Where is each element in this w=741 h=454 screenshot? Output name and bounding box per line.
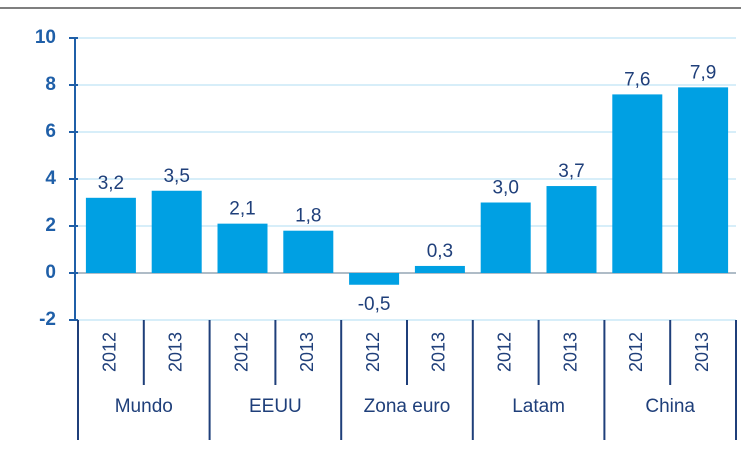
- bar: [678, 87, 729, 273]
- y-tick-label: -2: [39, 309, 56, 330]
- value-label: 3,0: [492, 178, 518, 199]
- x-tick-label: 2013: [692, 332, 712, 372]
- x-tick-label: 2012: [100, 332, 120, 372]
- bar: [414, 265, 465, 273]
- y-tick-label: 4: [45, 168, 56, 189]
- value-label: 3,5: [163, 166, 189, 187]
- y-tick-label: 2: [45, 215, 56, 236]
- bar: [612, 94, 663, 274]
- value-label: 2,1: [229, 199, 255, 220]
- bar: [546, 186, 597, 273]
- y-tick-label: 6: [45, 121, 56, 142]
- bar: [85, 197, 136, 273]
- x-tick-label: 2012: [363, 332, 383, 372]
- x-tick-label: 2012: [494, 332, 514, 372]
- value-label: 1,8: [295, 206, 321, 227]
- group-label: Zona euro: [363, 396, 451, 417]
- x-tick-label: 2013: [165, 332, 185, 372]
- value-label: 0,3: [427, 241, 453, 262]
- x-tick-label: 2012: [626, 332, 646, 372]
- x-tick-label: 2013: [297, 332, 317, 372]
- value-label: 7,6: [624, 69, 650, 90]
- x-tick-label: 2013: [560, 332, 580, 372]
- bar: [480, 202, 531, 273]
- y-tick-label: 0: [45, 262, 56, 283]
- bar: [217, 223, 268, 273]
- value-label: 3,7: [558, 161, 584, 182]
- y-tick-label: 10: [35, 27, 56, 48]
- x-tick-label: 2013: [429, 332, 449, 372]
- x-tick-label: 2012: [231, 332, 251, 372]
- value-label: -0,5: [358, 294, 391, 315]
- bar: [151, 190, 202, 273]
- group-label: Mundo: [114, 396, 173, 417]
- value-label: 3,2: [98, 173, 124, 194]
- group-label: Latam: [512, 396, 565, 417]
- group-label: EEUU: [248, 396, 302, 417]
- bar: [349, 273, 400, 285]
- y-tick-label: 8: [45, 74, 56, 95]
- bar: [283, 230, 334, 273]
- group-label: China: [645, 396, 696, 417]
- value-label: 7,9: [690, 62, 716, 83]
